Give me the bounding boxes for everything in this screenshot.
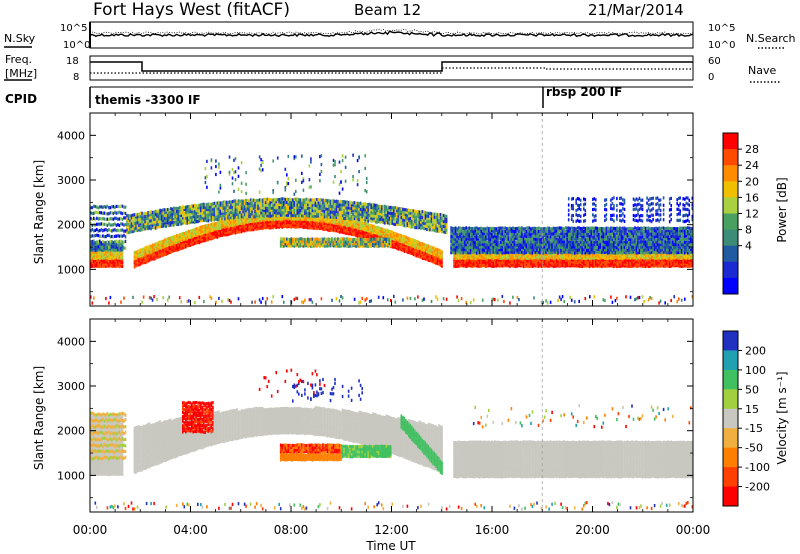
power-ylabel: Slant Range [km]: [32, 160, 46, 264]
colorbar-swatch: [723, 165, 738, 182]
colorbar-tick-label: 16: [745, 191, 759, 204]
time-tick-label: 04:00: [173, 523, 208, 537]
freq-panel: [89, 55, 694, 81]
power-colorbar: 28 24 20 16 12 8 4: [722, 132, 759, 295]
freq-trace: [90, 61, 693, 72]
power-data: [90, 113, 694, 306]
colorbar-tick-label: 8: [745, 224, 752, 237]
colorbar-swatch: [723, 261, 738, 279]
time-tick-label: 16:00: [475, 523, 510, 537]
range-tick-label: 3000: [57, 174, 85, 187]
range-tick-label: 1000: [57, 469, 85, 482]
range-tick-label: 4000: [57, 129, 85, 142]
noise-search-label: N.Search: [746, 32, 796, 45]
freq-tick-top: 18: [66, 56, 79, 67]
colorbar-tick-label: -200: [745, 481, 770, 494]
colorbar-swatch: [723, 408, 738, 429]
freq-tick-bottom: 8: [73, 72, 79, 83]
noise-tick-bottom-left: 10^0: [63, 40, 90, 51]
velocity-panel: 1000 2000 3000 4000 Slant Range [km]: [32, 318, 694, 513]
colorbar-swatch: [723, 331, 738, 351]
colorbar-swatch: [723, 213, 738, 231]
nave-label: Nave: [748, 64, 776, 77]
colorbar-swatch: [723, 149, 738, 166]
range-tick-label: 4000: [57, 335, 85, 348]
nave-tick-top: 60: [708, 56, 721, 67]
time-tick-label: 00:00: [73, 523, 108, 537]
range-tick-label: 2000: [57, 425, 85, 438]
colorbar-swatch: [723, 350, 738, 371]
colorbar-swatch: [723, 197, 738, 214]
colorbar-tick-label: 50: [745, 383, 759, 396]
colorbar-tick-label: 4: [745, 240, 752, 253]
cpid-label: CPID: [5, 92, 37, 106]
time-tick-label: 12:00: [374, 523, 409, 537]
colorbar-swatch: [723, 229, 738, 247]
colorbar-tick-label: 20: [745, 175, 759, 188]
time-tick-label: 08:00: [274, 523, 309, 537]
colorbar-tick-label: 15: [745, 403, 759, 416]
colorbar-swatch: [723, 245, 738, 263]
date-label: 21/Mar/2014: [588, 1, 684, 19]
noise-tick-top-right: 10^5: [708, 23, 735, 34]
velocity-ylabel: Slant Range [km]: [32, 366, 46, 470]
colorbar-tick-label: 100: [745, 364, 766, 377]
freq-label-2: [MHz]: [5, 67, 37, 80]
colorbar-swatch: [723, 447, 738, 468]
noise-tick-bottom-right: 10^0: [708, 40, 735, 51]
velocity-data: [90, 319, 694, 512]
colorbar-swatch: [723, 277, 738, 295]
colorbar-swatch: [723, 467, 738, 487]
cpid-segment-1: themis -3300 IF: [95, 93, 201, 107]
noise-sky-label: N.Sky: [4, 32, 36, 45]
colorbar-swatch: [723, 389, 738, 410]
noise-trace: [89, 22, 694, 48]
range-tick-label: 2000: [57, 219, 85, 232]
colorbar-swatch: [723, 486, 738, 507]
velocity-axes: 1000 2000 3000 4000: [57, 318, 693, 499]
power-panel: 1000 2000 3000 4000 Slant Range [km]: [32, 112, 694, 307]
colorbar-swatch: [723, 428, 738, 449]
velocity-colorbar-label: Velocity [m s⁻¹]: [775, 371, 789, 464]
colorbar-tick-label: -100: [745, 461, 770, 474]
time-tick-label: 00:00: [676, 523, 711, 537]
colorbar-tick-label: -50: [745, 442, 763, 455]
cpid-segment-2: rbsp 200 IF: [546, 85, 622, 99]
colorbar-swatch: [723, 181, 738, 198]
range-tick-label: 1000: [57, 263, 85, 276]
power-colorbar-label: Power [dB]: [775, 177, 789, 242]
colorbar-tick-label: 12: [745, 208, 759, 221]
noise-tick-top-left: 10^5: [60, 23, 87, 34]
colorbar-swatch: [723, 369, 738, 390]
range-tick-label: 3000: [57, 380, 85, 393]
radar-title: Fort Hays West (fitACF): [93, 0, 290, 20]
colorbar-swatch: [723, 133, 738, 150]
time-axis-title: Time UT: [365, 539, 416, 553]
colorbar-tick-label: 24: [745, 159, 759, 172]
nave-tick-bottom: 0: [708, 72, 714, 83]
velocity-colorbar: 200 100 50 15 -15 -50 -100 -200: [722, 330, 770, 507]
power-axes: 1000 2000 3000 4000: [57, 112, 693, 293]
beam-label: Beam 12: [354, 1, 421, 19]
freq-label-1: Freq.: [5, 53, 32, 66]
time-axis: 00:00 04:00 08:00 12:00 16:00 20:00 00:00: [73, 113, 711, 537]
colorbar-tick-label: 28: [745, 143, 759, 156]
colorbar-tick-label: 200: [745, 344, 766, 357]
time-tick-label: 20:00: [575, 523, 610, 537]
colorbar-tick-label: -15: [745, 422, 763, 435]
